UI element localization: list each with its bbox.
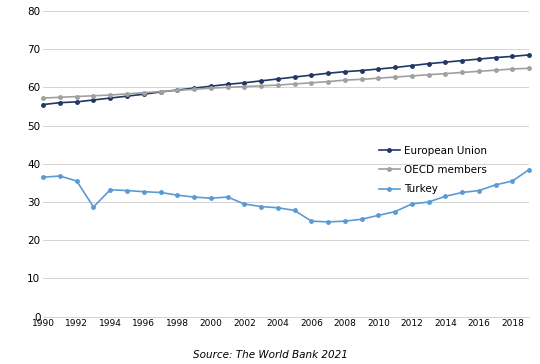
OECD members [207, 86, 214, 90]
Turkey [191, 195, 197, 199]
Turkey [426, 200, 432, 204]
European Union [258, 79, 264, 83]
European Union [476, 57, 482, 61]
OECD members [342, 78, 348, 82]
Legend: European Union, OECD members, Turkey: European Union, OECD members, Turkey [379, 146, 487, 194]
European Union [157, 90, 164, 94]
European Union [292, 75, 298, 79]
OECD members [359, 77, 365, 82]
OECD members [442, 71, 449, 76]
European Union [40, 102, 46, 107]
Turkey [124, 189, 130, 193]
European Union [325, 71, 332, 75]
OECD members [308, 80, 315, 85]
European Union [73, 100, 80, 104]
Turkey [459, 190, 465, 195]
OECD members [191, 87, 197, 91]
Turkey [509, 179, 516, 183]
OECD members [157, 90, 164, 94]
European Union [359, 68, 365, 73]
Turkey [476, 189, 482, 193]
Turkey [57, 174, 63, 178]
Turkey [526, 167, 532, 172]
OECD members [325, 79, 332, 84]
European Union [459, 58, 465, 63]
Turkey [342, 219, 348, 223]
Turkey [375, 213, 382, 218]
Turkey [207, 196, 214, 200]
European Union [107, 96, 113, 100]
Turkey [442, 194, 449, 198]
OECD members [476, 69, 482, 74]
European Union [409, 63, 415, 68]
Turkey [140, 190, 147, 194]
European Union [509, 54, 516, 59]
European Union [375, 67, 382, 71]
OECD members [492, 68, 499, 72]
Turkey [308, 219, 315, 223]
OECD members [90, 94, 97, 98]
European Union [207, 84, 214, 88]
Turkey [224, 195, 231, 199]
Turkey [90, 205, 97, 209]
OECD members [292, 82, 298, 86]
OECD members [459, 70, 465, 75]
European Union [274, 77, 281, 81]
Turkey [325, 220, 332, 224]
OECD members [258, 84, 264, 88]
European Union [241, 80, 247, 85]
Turkey [492, 183, 499, 187]
OECD members [526, 66, 532, 70]
OECD members [375, 76, 382, 80]
Turkey [40, 175, 46, 179]
European Union [392, 65, 399, 70]
European Union [426, 62, 432, 66]
OECD members [124, 92, 130, 96]
OECD members [174, 88, 180, 92]
European Union [140, 92, 147, 96]
European Union [57, 100, 63, 105]
Turkey [274, 206, 281, 210]
OECD members [409, 74, 415, 78]
European Union [308, 73, 315, 77]
European Union [442, 60, 449, 64]
Text: Source: The World Bank 2021: Source: The World Bank 2021 [193, 351, 347, 360]
Turkey [292, 208, 298, 213]
Turkey [359, 217, 365, 221]
OECD members [274, 83, 281, 87]
European Union [342, 70, 348, 74]
Turkey [107, 187, 113, 192]
OECD members [140, 91, 147, 95]
Turkey [409, 202, 415, 206]
OECD members [426, 72, 432, 77]
Line: Turkey: Turkey [42, 168, 531, 223]
OECD members [57, 95, 63, 99]
European Union [191, 86, 197, 90]
OECD members [224, 85, 231, 90]
European Union [492, 55, 499, 60]
OECD members [73, 94, 80, 99]
Turkey [73, 179, 80, 183]
European Union [174, 88, 180, 92]
European Union [224, 82, 231, 87]
European Union [124, 94, 130, 98]
Turkey [174, 193, 180, 197]
OECD members [107, 93, 113, 97]
OECD members [509, 67, 516, 71]
Turkey [392, 209, 399, 214]
OECD members [241, 84, 247, 89]
OECD members [392, 75, 399, 79]
Turkey [258, 205, 264, 209]
Line: European Union: European Union [42, 53, 531, 106]
Turkey [241, 202, 247, 206]
European Union [526, 53, 532, 57]
Line: OECD members: OECD members [42, 67, 531, 100]
OECD members [40, 96, 46, 100]
Turkey [157, 190, 164, 195]
European Union [90, 98, 97, 102]
